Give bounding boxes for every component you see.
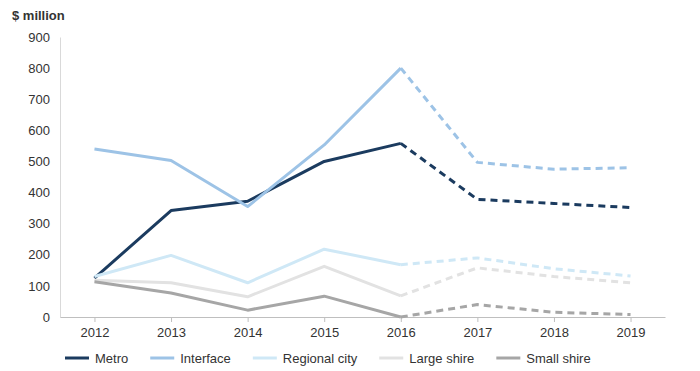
x-tick-label: 2014 — [234, 325, 263, 340]
legend-label: Small shire — [526, 351, 590, 366]
y-tick-label: 0 — [43, 310, 50, 325]
y-tick-label: 700 — [28, 92, 50, 107]
x-tick-label: 2017 — [463, 325, 492, 340]
x-tick: 2013 — [157, 317, 186, 340]
x-tick-mark — [248, 317, 249, 322]
series-line — [94, 266, 400, 296]
y-tick-label: 400 — [28, 185, 50, 200]
y-tick: 200 — [28, 247, 60, 262]
x-axis: 2012 2013 2014 2015 2016 2017 2018 2019 — [61, 317, 666, 340]
y-tick: 500 — [28, 154, 60, 169]
legend: Metro Interface Regional city Large shire Sm… — [65, 351, 591, 366]
y-axis-line — [60, 38, 61, 318]
y-tick-label: 100 — [28, 279, 50, 294]
y-tick-label: 800 — [28, 61, 50, 76]
y-tick-label: 600 — [28, 123, 50, 138]
x-tick-mark — [324, 317, 325, 322]
x-tick: 2018 — [540, 317, 569, 340]
x-tick: 2016 — [387, 317, 416, 340]
series-line — [94, 68, 400, 206]
x-tick-mark — [171, 317, 172, 322]
chart: 0 100 200 300 400 500 600 700 800 900 2012 2013 2014… — [0, 0, 700, 371]
series-line — [401, 268, 631, 296]
legend-label: Large shire — [409, 351, 474, 366]
y-tick-label: 900 — [28, 30, 50, 45]
x-tick-label: 2012 — [81, 325, 110, 340]
x-tick-mark — [477, 317, 478, 322]
legend-item: Large shire — [379, 351, 474, 366]
legend-item: Metro — [65, 351, 128, 366]
x-tick: 2017 — [463, 317, 492, 340]
series-line — [401, 68, 631, 169]
x-tick-label: 2016 — [387, 325, 416, 340]
x-tick: 2012 — [81, 317, 110, 340]
plot: 0 100 200 300 400 500 600 700 800 900 2012 2013 2014… — [28, 30, 665, 341]
y-tick: 800 — [28, 61, 60, 76]
x-tick: 2014 — [234, 317, 263, 340]
y-tick-label: 200 — [28, 247, 50, 262]
x-tick-mark — [554, 317, 555, 322]
legend-swatch — [150, 357, 174, 360]
x-tick-label: 2013 — [157, 325, 186, 340]
legend-item: Regional city — [253, 351, 358, 366]
series-line — [401, 305, 631, 317]
y-tick-label: 500 — [28, 154, 50, 169]
series-line — [94, 143, 400, 278]
x-tick-label: 2019 — [617, 325, 646, 340]
legend-label: Metro — [95, 351, 128, 366]
y-tick: 100 — [28, 279, 60, 294]
y-tick-label: 300 — [28, 216, 50, 231]
y-tick: 900 — [28, 30, 60, 45]
y-tick: 300 — [28, 216, 60, 231]
x-tick-mark — [94, 317, 95, 322]
x-axis-line — [61, 317, 666, 318]
x-tick: 2019 — [617, 317, 646, 340]
legend-item: Small shire — [496, 351, 590, 366]
legend-label: Interface — [180, 351, 231, 366]
legend-swatch — [65, 357, 89, 360]
y-tick: 400 — [28, 185, 60, 200]
legend-swatch — [496, 357, 520, 360]
lines — [94, 68, 630, 317]
x-tick-label: 2015 — [310, 325, 339, 340]
y-axis-title: $ million — [12, 8, 65, 23]
series-line — [94, 282, 400, 317]
legend-item: Interface — [150, 351, 231, 366]
x-tick-label: 2018 — [540, 325, 569, 340]
legend-swatch — [253, 357, 277, 360]
y-axis: 0 100 200 300 400 500 600 700 800 900 — [28, 30, 60, 325]
x-tick: 2015 — [310, 317, 339, 340]
y-tick: 700 — [28, 92, 60, 107]
legend-label: Regional city — [283, 351, 358, 366]
legend-swatch — [379, 357, 403, 360]
x-tick-mark — [631, 317, 632, 322]
series-line — [401, 143, 631, 207]
y-tick: 600 — [28, 123, 60, 138]
y-tick: 0 — [43, 310, 60, 325]
